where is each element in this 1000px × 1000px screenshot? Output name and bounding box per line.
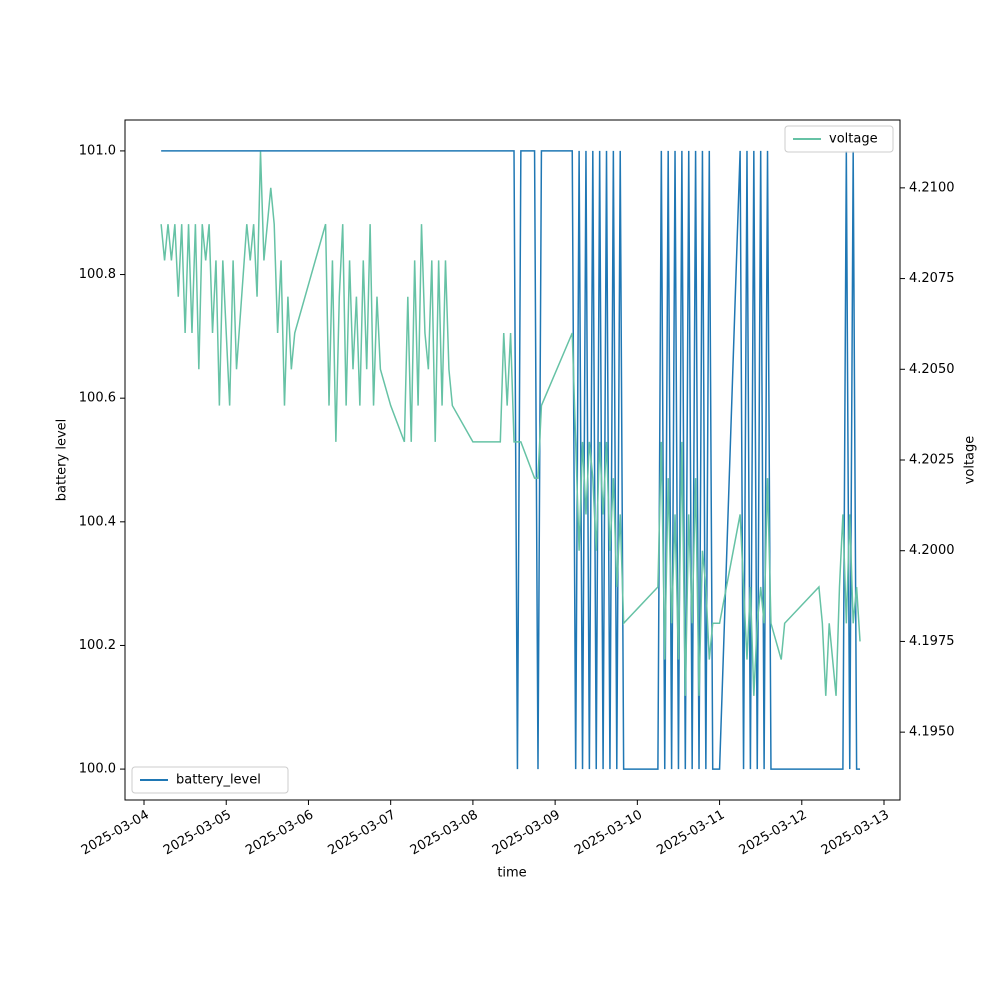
line xyxy=(160,151,861,696)
y2-tick-label: 4.2000 xyxy=(909,543,955,558)
y2-axis-label: voltage xyxy=(963,436,978,485)
x-tick-label: 2025-03-06 xyxy=(243,808,316,859)
legend-label: voltage xyxy=(829,132,878,147)
y-tick-label: 100.0 xyxy=(79,762,116,777)
x-tick-label: 2025-03-04 xyxy=(79,808,152,859)
legend-box xyxy=(784,125,894,153)
y2-tick-label: 4.2025 xyxy=(909,453,955,468)
legend-label: battery_level xyxy=(176,773,261,788)
y-tick-label: 101.0 xyxy=(79,143,116,158)
x-tick-label: 2025-03-08 xyxy=(408,808,481,859)
plot-frame xyxy=(124,119,901,801)
y2-tick-label: 4.1975 xyxy=(909,634,955,649)
x-tick-label: 2025-03-09 xyxy=(490,808,563,859)
legend-box xyxy=(131,766,289,794)
y2-tick-label: 4.2075 xyxy=(909,271,955,286)
x-axis-label: time xyxy=(497,866,526,881)
y-tick-label: 100.6 xyxy=(79,391,116,406)
x-tick-label: 2025-03-10 xyxy=(572,808,645,859)
y-tick-label: 100.4 xyxy=(79,514,116,529)
x-tick-label: 2025-03-13 xyxy=(819,808,892,859)
line xyxy=(161,150,861,770)
x-tick-label: 2025-03-12 xyxy=(737,808,810,859)
x-tick-label: 2025-03-11 xyxy=(654,808,727,859)
y-tick-label: 100.8 xyxy=(79,267,116,282)
y2-tick-label: 4.1950 xyxy=(909,725,955,740)
y-tick-label: 100.2 xyxy=(79,638,116,653)
y-axis-label: battery level xyxy=(55,419,70,502)
x-tick-label: 2025-03-05 xyxy=(161,808,234,859)
x-tick-label: 2025-03-07 xyxy=(325,808,398,859)
y2-tick-label: 4.2050 xyxy=(909,362,955,377)
y2-tick-label: 4.2100 xyxy=(909,180,955,195)
